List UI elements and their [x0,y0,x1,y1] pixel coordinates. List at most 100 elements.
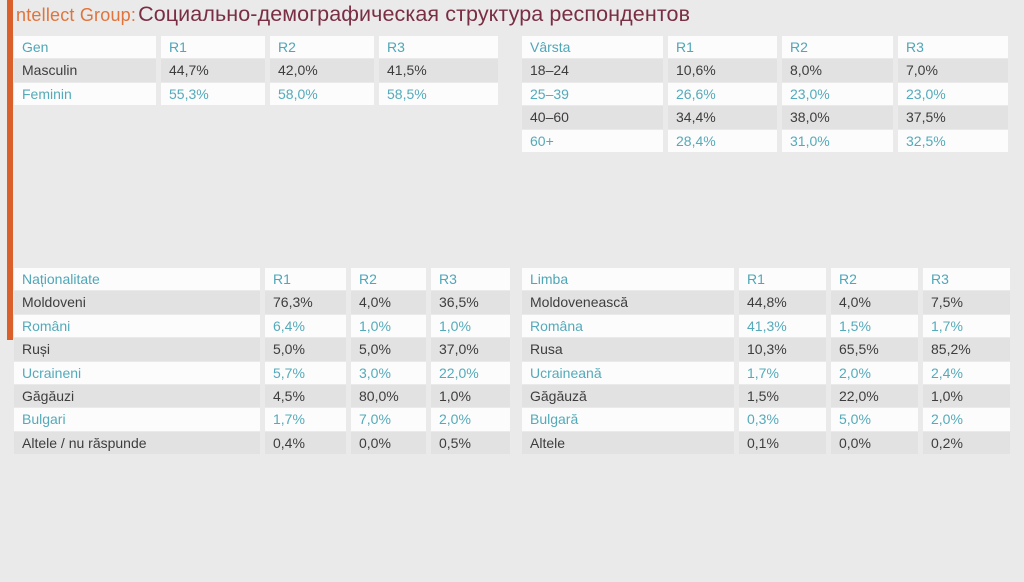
table-varsta: Vârsta R1 R2 R3 18–24 10,6% 8,0% 7,0% 25–39 26,6%… [522,36,1008,152]
cell-value: 76,3% [265,291,346,314]
row-label: 18–24 [522,59,663,82]
cell-value: 22,0% [431,361,510,384]
cell-value: 58,5% [379,82,498,106]
column-header-r2: R2 [351,268,426,291]
cell-value: 0,0% [831,431,918,455]
cell-value: 5,0% [831,408,918,431]
cell-value: 85,2% [923,338,1010,361]
cell-value: 2,0% [431,408,510,431]
row-label: Ucraineni [14,361,260,384]
column-header-label: Gen [14,36,156,59]
cell-value: 7,0% [898,59,1008,82]
column-header-r3: R3 [379,36,498,59]
row-label: Altele / nu răspunde [14,431,260,455]
cell-value: 36,5% [431,291,510,314]
row-label: Româna [522,314,734,338]
cell-value: 1,7% [265,408,346,431]
row-label: Bulgară [522,408,734,431]
cell-value: 10,3% [739,338,826,361]
cell-value: 0,5% [431,431,510,455]
row-label: 25–39 [522,82,663,106]
row-label: Feminin [14,82,156,106]
cell-value: 0,3% [739,408,826,431]
column-header-r2: R2 [782,36,893,59]
cell-value: 5,7% [265,361,346,384]
column-header-r2: R2 [270,36,374,59]
column-header-r3: R3 [431,268,510,291]
cell-value: 55,3% [161,82,265,106]
row-label: 60+ [522,129,663,152]
row-label: Moldoveni [14,291,260,314]
cell-value: 26,6% [668,82,777,106]
cell-value: 22,0% [831,384,918,408]
column-header-label: Limba [522,268,734,291]
cell-value: 8,0% [782,59,893,82]
cell-value: 7,5% [923,291,1010,314]
cell-value: 23,0% [898,82,1008,106]
cell-value: 41,3% [739,314,826,338]
table-limba: Limba R1 R2 R3 Moldovenească 44,8% 4,0% 7,5% Rom… [522,268,1010,455]
column-header-r3: R3 [898,36,1008,59]
cell-value: 5,0% [351,338,426,361]
column-header-r1: R1 [668,36,777,59]
cell-value: 23,0% [782,82,893,106]
cell-value: 38,0% [782,106,893,129]
cell-value: 31,0% [782,129,893,152]
cell-value: 2,0% [923,408,1010,431]
cell-value: 28,4% [668,129,777,152]
cell-value: 32,5% [898,129,1008,152]
cell-value: 3,0% [351,361,426,384]
row-label: Rusa [522,338,734,361]
cell-value: 5,0% [265,338,346,361]
cell-value: 42,0% [270,59,374,82]
cell-value: 44,7% [161,59,265,82]
cell-value: 1,0% [431,384,510,408]
row-label: Bulgari [14,408,260,431]
cell-value: 1,0% [923,384,1010,408]
row-label: Ucraineană [522,361,734,384]
column-header-label: Naționalitate [14,268,260,291]
row-label: Altele [522,431,734,455]
cell-value: 6,4% [265,314,346,338]
table-gen: Gen R1 R2 R3 Masculin 44,7% 42,0% 41,5% Feminin 5… [14,36,498,106]
cell-value: 2,4% [923,361,1010,384]
logo-text: ntellect Group: [16,5,137,25]
cell-value: 0,2% [923,431,1010,455]
row-label: Găgăuzi [14,384,260,408]
cell-value: 44,8% [739,291,826,314]
table-nationalitate: Naționalitate R1 R2 R3 Moldoveni 76,3% 4,0% 36,… [14,268,510,455]
cell-value: 1,0% [431,314,510,338]
row-label: Români [14,314,260,338]
cell-value: 4,0% [351,291,426,314]
cell-value: 7,0% [351,408,426,431]
column-header-r1: R1 [161,36,265,59]
row-label: Masculin [14,59,156,82]
cell-value: 2,0% [831,361,918,384]
cell-value: 1,7% [739,361,826,384]
cell-value: 0,0% [351,431,426,455]
cell-value: 80,0% [351,384,426,408]
cell-value: 65,5% [831,338,918,361]
row-label: 40–60 [522,106,663,129]
cell-value: 10,6% [668,59,777,82]
row-label: Găgăuză [522,384,734,408]
column-header-label: Vârsta [522,36,663,59]
cell-value: 4,0% [831,291,918,314]
column-header-r3: R3 [923,268,1010,291]
cell-value: 4,5% [265,384,346,408]
column-header-r2: R2 [831,268,918,291]
left-accent-bar [7,0,13,340]
cell-value: 1,0% [351,314,426,338]
cell-value: 37,5% [898,106,1008,129]
cell-value: 0,1% [739,431,826,455]
cell-value: 1,5% [831,314,918,338]
cell-value: 1,7% [923,314,1010,338]
row-label: Ruși [14,338,260,361]
cell-value: 0,4% [265,431,346,455]
cell-value: 41,5% [379,59,498,82]
cell-value: 1,5% [739,384,826,408]
column-header-r1: R1 [739,268,826,291]
cell-value: 34,4% [668,106,777,129]
row-label: Moldovenească [522,291,734,314]
column-header-r1: R1 [265,268,346,291]
